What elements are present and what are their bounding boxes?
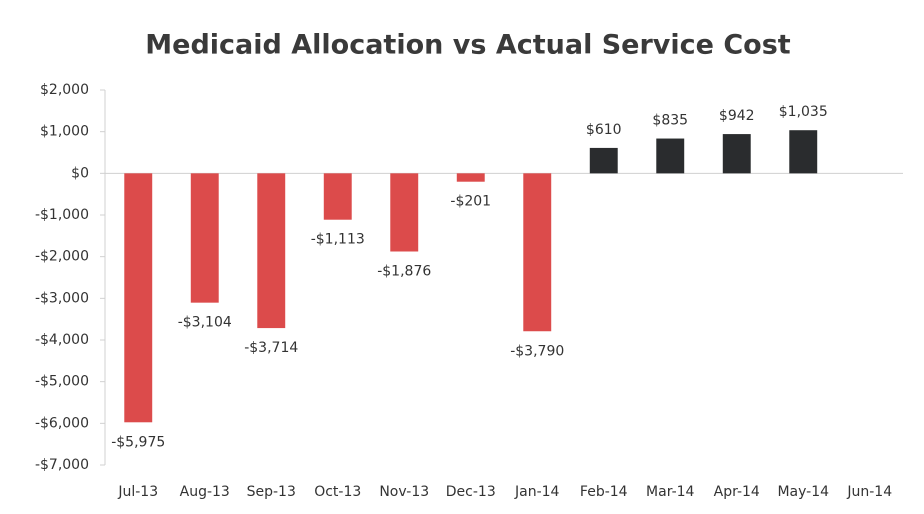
y-tick-label: $1,000 (40, 124, 89, 140)
x-tick-label: Nov-13 (379, 484, 429, 500)
y-tick-label: -$3,000 (35, 290, 89, 306)
bar (656, 138, 685, 174)
data-label: -$201 (450, 194, 491, 210)
y-tick-label: $2,000 (40, 82, 89, 98)
bar (124, 173, 153, 423)
x-tick-label: Jun-14 (846, 484, 892, 500)
chart-title: Medicaid Allocation vs Actual Service Co… (145, 30, 791, 61)
data-label: $835 (652, 113, 688, 129)
y-tick-label: $0 (71, 165, 89, 181)
bar (190, 173, 219, 303)
y-tick-label: -$6,000 (35, 415, 89, 431)
bar (456, 173, 485, 182)
x-tick-label: Oct-13 (314, 484, 361, 500)
y-tick-label: -$2,000 (35, 249, 89, 265)
y-tick-label: -$5,000 (35, 374, 89, 390)
bar (589, 147, 618, 174)
x-tick-label: Dec-13 (446, 484, 496, 500)
bar (523, 173, 552, 332)
data-label: -$3,790 (510, 343, 564, 359)
bar (323, 173, 352, 220)
data-label: -$3,714 (244, 340, 298, 356)
x-tick-label: Aug-13 (180, 484, 230, 500)
data-label: $942 (719, 108, 755, 124)
x-tick-label: Jul-13 (117, 484, 158, 500)
data-label: -$5,975 (111, 434, 165, 450)
y-tick-label: -$1,000 (35, 207, 89, 223)
bar (257, 173, 286, 329)
x-tick-label: Mar-14 (646, 484, 694, 500)
bar (722, 134, 751, 174)
data-label: -$3,104 (178, 315, 232, 331)
x-tick-label: Feb-14 (580, 484, 628, 500)
data-label: $1,035 (779, 104, 828, 120)
x-tick-label: Apr-14 (714, 484, 760, 500)
data-label: -$1,113 (311, 232, 365, 248)
x-tick-label: May-14 (777, 484, 829, 500)
data-label: $610 (586, 122, 622, 138)
x-tick-label: Jan-14 (514, 484, 560, 500)
bar (390, 173, 419, 252)
x-tick-label: Sep-13 (247, 484, 296, 500)
y-tick-label: -$7,000 (35, 457, 89, 473)
y-tick-label: -$4,000 (35, 332, 89, 348)
data-label: -$1,876 (377, 264, 431, 280)
bar (789, 130, 818, 174)
